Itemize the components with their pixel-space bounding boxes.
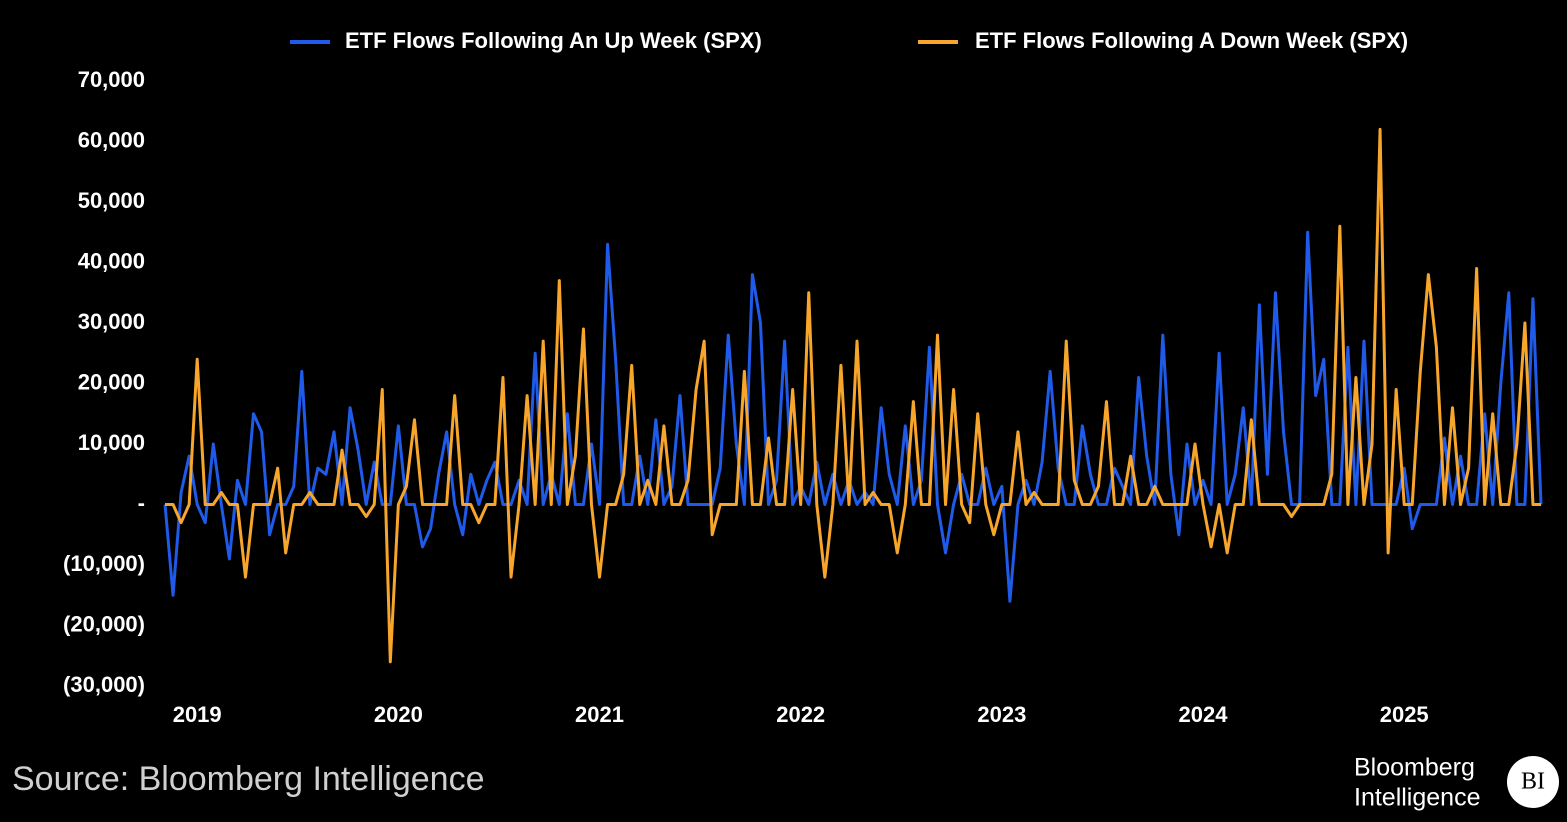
y-tick-label: 60,000 <box>78 127 145 152</box>
brand-name: Intelligence <box>1354 784 1480 812</box>
legend-label: ETF Flows Following An Up Week (SPX) <box>345 28 762 53</box>
y-tick-label: (30,000) <box>63 672 145 697</box>
legend-label: ETF Flows Following A Down Week (SPX) <box>975 28 1408 53</box>
x-tick-label: 2023 <box>977 702 1026 727</box>
y-tick-label: 30,000 <box>78 309 145 334</box>
y-tick-label: (20,000) <box>63 611 145 636</box>
series-line <box>165 127 1541 664</box>
y-tick-label: 20,000 <box>78 369 145 394</box>
y-tick-label: 50,000 <box>78 188 145 213</box>
brand-name: Bloomberg <box>1354 754 1475 782</box>
x-tick-label: 2019 <box>173 702 222 727</box>
x-tick-label: 2020 <box>374 702 423 727</box>
brand-badge: BI <box>1521 769 1545 795</box>
source-note: Source: Bloomberg Intelligence <box>12 760 485 798</box>
brand-badge-circle <box>1507 756 1559 808</box>
x-tick-label: 2025 <box>1380 702 1429 727</box>
series-line <box>163 230 1543 603</box>
x-tick-label: 2022 <box>776 702 825 727</box>
x-tick-label: 2021 <box>575 702 624 727</box>
y-tick-label: 70,000 <box>78 67 145 92</box>
y-tick-label: - <box>138 490 145 515</box>
y-tick-label: 40,000 <box>78 248 145 273</box>
y-tick-label: (10,000) <box>63 551 145 576</box>
x-tick-label: 2024 <box>1179 702 1229 727</box>
y-tick-label: 10,000 <box>78 430 145 455</box>
